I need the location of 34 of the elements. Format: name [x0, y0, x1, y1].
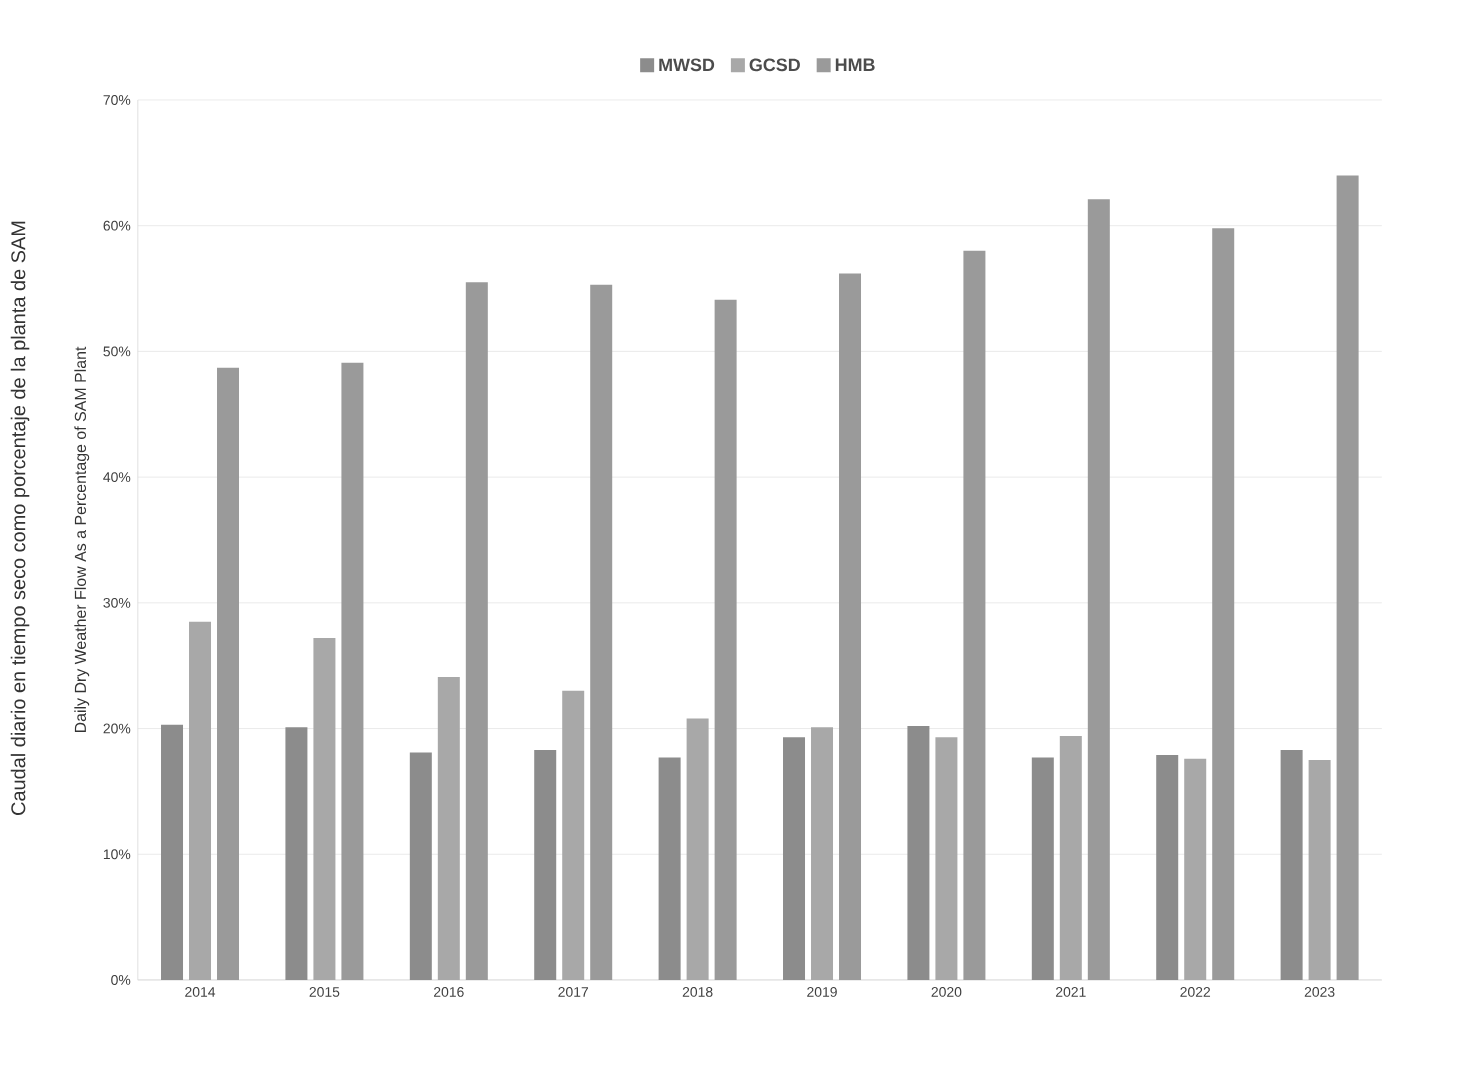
- bar: [658, 757, 681, 980]
- bar: [217, 367, 240, 980]
- text: Caudal diario en tiempo seco como porcentaje de la planta de SAM: [10, 221, 30, 815]
- bar: [686, 718, 709, 980]
- bar: [935, 737, 958, 980]
- legend-label: GCSD: [749, 58, 800, 72]
- bar: [714, 299, 737, 980]
- bar: [189, 621, 212, 980]
- bar: [465, 282, 488, 980]
- bar: [963, 250, 986, 980]
- bar: [1087, 199, 1110, 980]
- bar: [285, 727, 308, 980]
- bar: [839, 273, 862, 980]
- bar: [1280, 749, 1303, 980]
- bar: [1336, 175, 1359, 980]
- bar: [1212, 228, 1235, 980]
- bar: [437, 677, 460, 980]
- bar: [409, 752, 432, 980]
- bar: [1059, 736, 1082, 980]
- bar: [907, 726, 930, 980]
- bar: [1184, 758, 1207, 980]
- bar: [783, 737, 806, 980]
- legend-label: HMB: [835, 58, 875, 71]
- bar: [341, 362, 364, 980]
- legend-label: MWSD: [659, 58, 715, 72]
- bar: [811, 727, 834, 980]
- bar: [590, 284, 613, 980]
- bar: [562, 690, 585, 980]
- bar: [1031, 757, 1054, 980]
- bar: [534, 749, 557, 980]
- bar: [1308, 759, 1331, 980]
- bar: [1156, 754, 1179, 980]
- bar: [313, 638, 336, 980]
- bar: [161, 724, 184, 980]
